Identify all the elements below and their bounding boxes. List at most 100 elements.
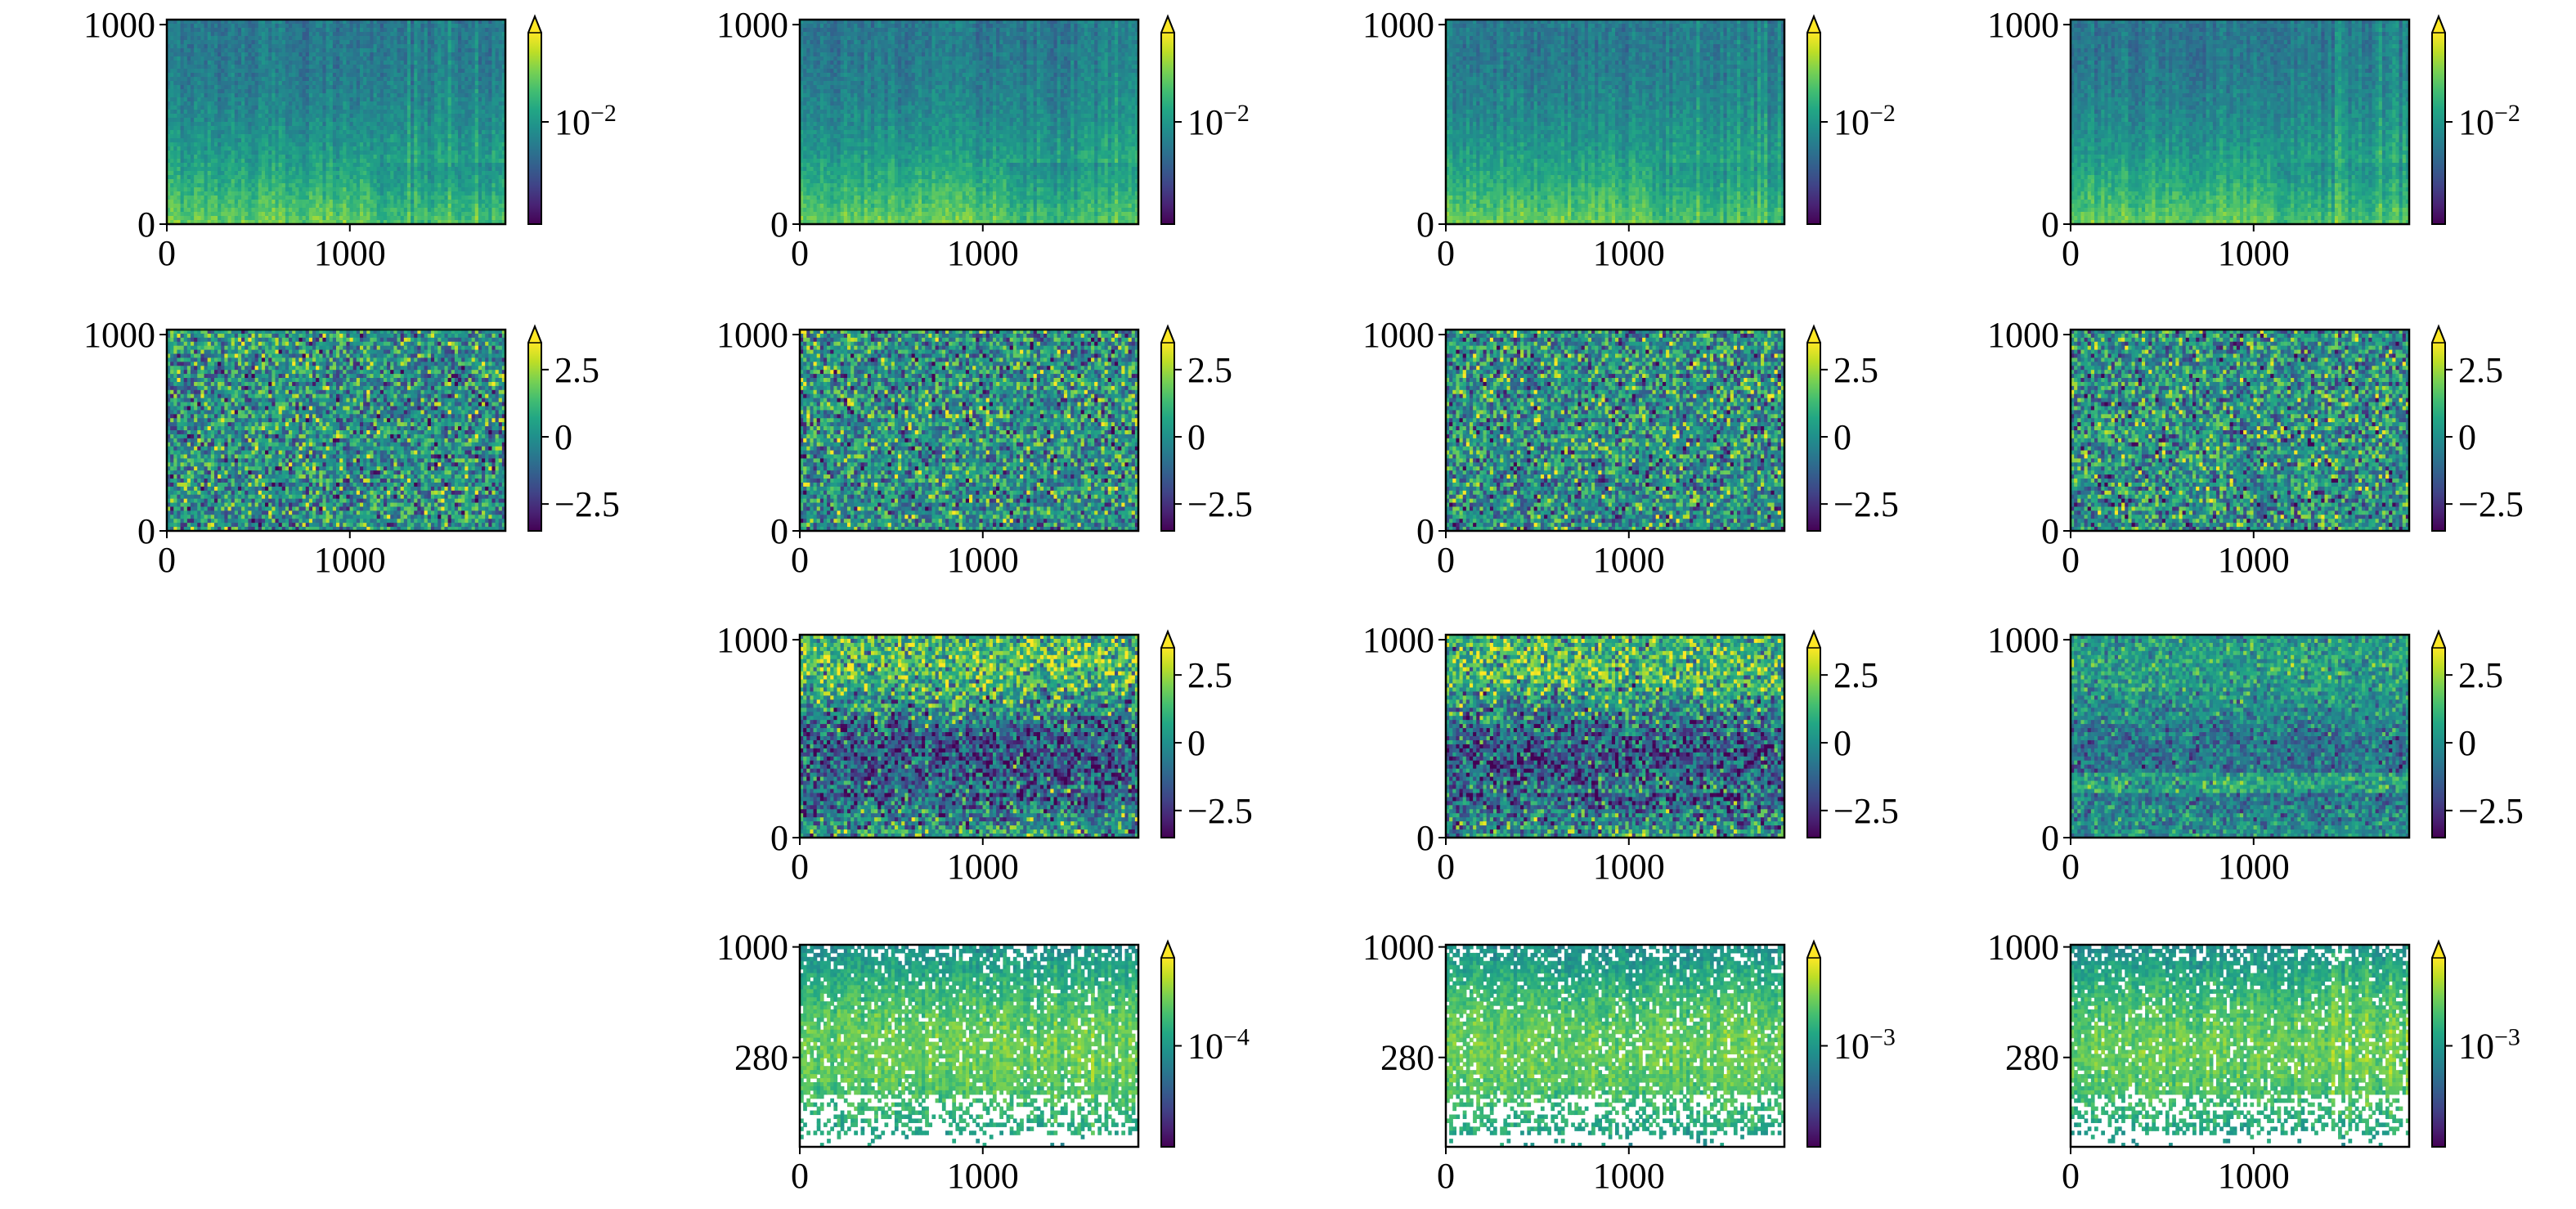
colorbar: 10−2 [2432,16,2520,224]
colorbar-extend-arrow [528,326,541,343]
colorbar-extend-arrow [2432,631,2445,648]
colorbar-gradient [1161,33,1174,224]
y-tick-label: 1000 [83,5,155,45]
x-tick-label: 0 [158,540,176,580]
colorbar-extend-arrow [1161,942,1174,958]
colorbar-tick-label: 2.5 [1187,350,1232,390]
x-tick-label: 1000 [1593,1156,1665,1196]
y-tick-label: 1000 [83,315,155,355]
colorbar-tick-label: 0 [1833,417,1851,457]
colorbar-extend-arrow [1807,16,1820,33]
y-tick-label: 1000 [1362,620,1434,660]
colorbar-extend-arrow [1161,631,1174,648]
x-tick-label: 1000 [314,540,386,580]
x-tick-label: 0 [1437,847,1455,887]
colorbar-extend-arrow [2432,326,2445,343]
colorbar-tick-label: −2.5 [1187,791,1253,831]
x-tick-label: 0 [1437,540,1455,580]
colorbar-extend-arrow [1161,326,1174,343]
y-tick-label: 1000 [1362,5,1434,45]
x-tick-label: 1000 [314,233,386,273]
colorbar-gradient [2432,343,2445,531]
y-tick-label: 0 [770,204,788,245]
colorbar-tick-label: 10−2 [554,100,617,142]
colorbar-tick-label: 2.5 [2458,350,2503,390]
x-tick-label: 0 [2062,847,2080,887]
heatmap [800,330,1139,532]
colorbar: 2.5 0 −2.5 [2432,631,2524,838]
colorbar-extend-arrow [528,16,541,33]
y-tick-label: 280 [2005,1038,2059,1078]
y-tick-label: 280 [1380,1038,1434,1078]
x-tick-label: 1000 [947,233,1019,273]
colorbar-tick-label: −2.5 [2458,484,2524,524]
colorbar-tick-label: 10−2 [1833,100,1896,142]
colorbar-gradient [528,33,541,224]
colorbar-tick-label: 0 [1833,723,1851,763]
colorbar: 2.50−2.5 [1161,326,1253,531]
colorbar-tick-label: −2.5 [554,484,620,524]
y-tick-label: 280 [734,1038,788,1078]
x-tick-label: 0 [791,540,809,580]
y-tick-label: 0 [1416,511,1434,551]
y-tick-label: 0 [2041,818,2059,858]
x-tick-label: 1000 [1593,540,1665,580]
colorbar-extend-arrow [1807,942,1820,958]
y-tick-label: 0 [770,818,788,858]
y-tick-label: 1000 [1987,315,2059,355]
colorbar-extend-arrow [1807,326,1820,343]
heatmap [2071,330,2410,532]
colorbar-extend-arrow [1807,631,1820,648]
panel-r1-c3: 0 1000 0 1000 2.5 0 −2.5 [1987,315,2524,580]
y-tick-label: 0 [2041,511,2059,551]
y-tick-label: 0 [137,511,155,551]
colorbar-tick-label: 2.5 [1187,655,1232,695]
colorbar-gradient [1807,958,1820,1147]
y-tick-label: 1000 [1987,928,2059,968]
colorbar-gradient [1161,343,1174,531]
colorbar-extend-arrow [2432,16,2445,33]
colorbar-tick-label: 2.5 [554,350,599,390]
x-tick-label: 0 [791,233,809,273]
heatmap [167,330,506,532]
colorbar-tick-label: 2.5 [2458,655,2503,695]
y-tick-label: 0 [137,204,155,245]
colorbar: 2.50−2.5 [528,326,620,531]
y-tick-label: 1000 [716,315,788,355]
x-tick-label: 1000 [947,1156,1019,1196]
colorbar: 10−4 [1161,942,1250,1147]
colorbar-gradient [2432,33,2445,224]
colorbar-tick-label: 10−2 [2458,100,2520,142]
x-tick-label: 0 [2062,233,2080,273]
colorbar-tick-label: 10−3 [2458,1024,2520,1067]
colorbar-tick-label: −2.5 [2458,791,2524,831]
colorbar-gradient [2432,958,2445,1147]
x-tick-label: 1000 [947,540,1019,580]
heatmap [2071,635,2410,838]
colorbar-tick-label: 0 [2458,723,2476,763]
y-tick-label: 1000 [1987,620,2059,660]
colorbar: 2.50−2.5 [1161,631,1253,838]
colorbar-gradient [1807,33,1820,224]
x-tick-label: 1000 [2218,540,2290,580]
x-tick-label: 0 [2062,1156,2080,1196]
colorbar-tick-label: 0 [2458,417,2476,457]
y-tick-label: 1000 [716,620,788,660]
heatmap [2071,945,2410,1148]
colorbar-gradient [1161,648,1174,838]
colorbar-tick-label: 10−2 [1187,100,1250,142]
colorbar-extend-arrow [1161,16,1174,33]
figure-grid: 0 10000100010−20 10000100010−20 10000100010… [0,0,2576,1209]
colorbar: 10−2 [528,16,617,224]
heatmap [1446,635,1785,838]
x-tick-label: 1000 [2218,1156,2290,1196]
x-tick-label: 0 [2062,540,2080,580]
y-tick-label: 0 [1416,818,1434,858]
